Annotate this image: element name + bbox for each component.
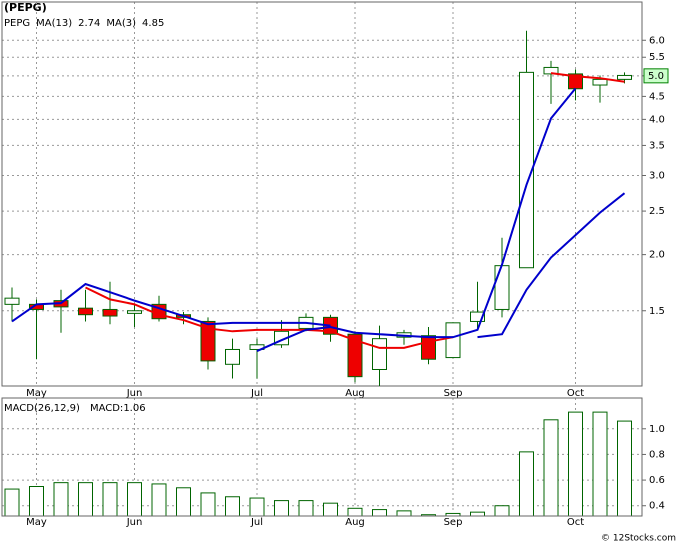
bar bbox=[200, 492, 216, 517]
candle-body bbox=[592, 78, 608, 86]
legend-value: 2.74 bbox=[78, 18, 100, 29]
ma-line bbox=[256, 87, 577, 352]
bar bbox=[78, 482, 93, 517]
bar bbox=[127, 482, 142, 517]
legend-symbol: PEPG bbox=[4, 18, 30, 29]
y-tick-label: 6.0 bbox=[649, 35, 665, 46]
candle-body bbox=[225, 348, 240, 365]
bar bbox=[225, 496, 240, 517]
bar bbox=[372, 509, 387, 517]
candle-body bbox=[347, 333, 363, 378]
x-tick-label: Aug bbox=[345, 517, 365, 528]
bar bbox=[102, 482, 118, 517]
y-tick-label: 1.0 bbox=[649, 424, 665, 435]
ma-line bbox=[85, 72, 625, 349]
x-tick-label: Sep bbox=[444, 388, 463, 399]
y-tick-label: 3.0 bbox=[649, 171, 665, 182]
watermark: © 12Stocks.com bbox=[601, 534, 676, 544]
y-tick-label: 2.5 bbox=[649, 206, 665, 217]
candle-body bbox=[4, 297, 20, 305]
bar bbox=[323, 502, 338, 517]
candle-body bbox=[519, 71, 534, 269]
bar bbox=[396, 510, 412, 517]
bar bbox=[53, 482, 69, 517]
candle-body bbox=[617, 74, 632, 80]
y-tick-label: 4.0 bbox=[649, 114, 665, 125]
ma-line bbox=[11, 192, 626, 339]
legend-name: MA(3) bbox=[106, 18, 136, 29]
candle-body bbox=[421, 335, 436, 360]
bar bbox=[617, 420, 632, 517]
bar bbox=[176, 487, 191, 517]
y-tick-label: 0.6 bbox=[649, 475, 665, 486]
x-tick-label: Sep bbox=[444, 517, 463, 528]
y-tick-label: 5.5 bbox=[649, 52, 665, 63]
x-tick-label: Jul bbox=[250, 517, 263, 528]
bar bbox=[274, 500, 289, 517]
bar bbox=[592, 411, 608, 517]
macd-title: MACD(26,12,9) bbox=[4, 403, 80, 414]
y-tick-label: 2.0 bbox=[649, 250, 665, 261]
bar bbox=[4, 488, 20, 517]
macd-value: 1.06 bbox=[123, 403, 145, 414]
plot-frame bbox=[1, 397, 643, 517]
candle-body bbox=[470, 311, 485, 322]
candle-body bbox=[200, 320, 216, 362]
y-tick-label: 4.5 bbox=[649, 91, 665, 102]
legend-name: MA(13) bbox=[36, 18, 72, 29]
candle-body bbox=[494, 265, 510, 310]
chart-title: (PEPG) bbox=[4, 1, 47, 14]
bar bbox=[151, 483, 167, 517]
x-tick-label: May bbox=[26, 517, 47, 528]
macd-value-title: MACD: bbox=[90, 403, 123, 414]
x-tick-label: Oct bbox=[567, 517, 584, 528]
bar bbox=[470, 511, 485, 517]
bar bbox=[249, 497, 265, 517]
y-tick-label: 0.4 bbox=[649, 501, 665, 512]
candle-body bbox=[78, 307, 93, 316]
bar bbox=[347, 507, 363, 517]
last-price-box bbox=[643, 68, 669, 84]
x-tick-label: Oct bbox=[567, 388, 584, 399]
y-tick-label: 1.5 bbox=[649, 306, 665, 317]
bar bbox=[494, 505, 510, 517]
x-tick-label: Jun bbox=[126, 517, 143, 528]
bar bbox=[519, 451, 534, 517]
last-price-label: 5.0 bbox=[648, 71, 664, 82]
x-tick-label: Jun bbox=[126, 388, 143, 399]
bar bbox=[298, 500, 314, 517]
candle-body bbox=[372, 338, 387, 371]
y-tick-label: 3.5 bbox=[649, 140, 665, 151]
y-tick-label: 0.8 bbox=[649, 449, 665, 460]
candle-body bbox=[102, 308, 118, 317]
legend-value: 4.85 bbox=[142, 18, 164, 29]
candle-body bbox=[445, 322, 461, 359]
x-tick-label: May bbox=[26, 388, 47, 399]
x-tick-label: Jul bbox=[250, 388, 263, 399]
bar bbox=[543, 419, 559, 517]
candle-body bbox=[127, 310, 142, 314]
plot-frame bbox=[1, 1, 643, 387]
x-tick-label: Aug bbox=[345, 388, 365, 399]
bar bbox=[29, 486, 44, 517]
bar bbox=[568, 411, 583, 517]
